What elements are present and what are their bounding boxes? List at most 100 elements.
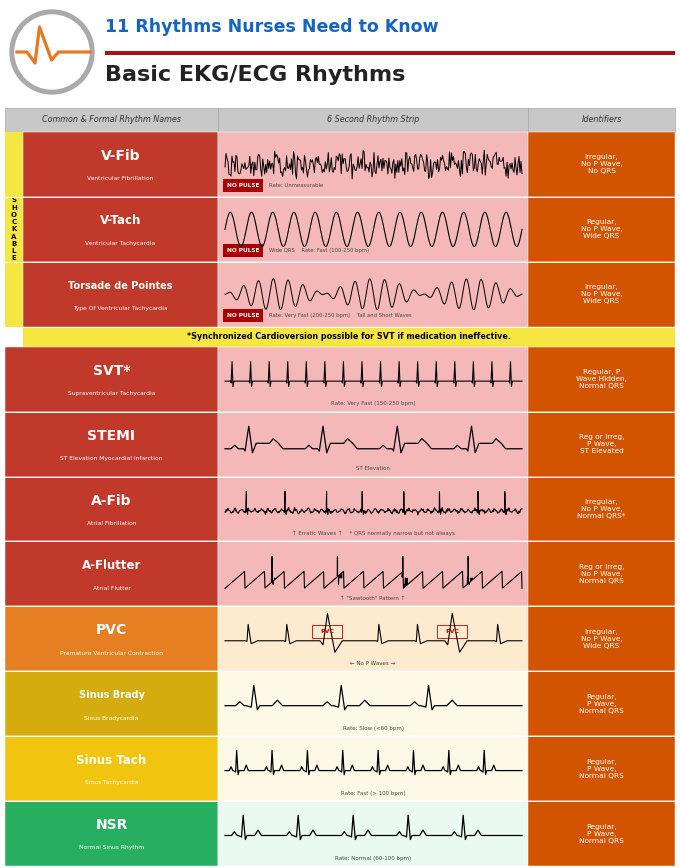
Text: Regular,
No P Wave,
Wide QRS: Regular, No P Wave, Wide QRS [581, 220, 622, 240]
Text: Normal Sinus Rhythm: Normal Sinus Rhythm [79, 845, 144, 851]
Text: Regular,
P Wave,
Normal QRS: Regular, P Wave, Normal QRS [579, 694, 624, 713]
Bar [23, 326, 675, 346]
Text: PVC: PVC [445, 628, 459, 634]
Text: A-Fib: A-Fib [91, 494, 132, 508]
Text: Sinus Tach: Sinus Tach [76, 753, 147, 766]
Bar [5, 346, 218, 411]
Text: NO PULSE: NO PULSE [226, 312, 259, 318]
Text: Common & Formal Rhythm Names: Common & Formal Rhythm Names [42, 115, 181, 124]
Bar [528, 132, 675, 197]
Text: Regular,
P Wave,
Normal QRS: Regular, P Wave, Normal QRS [579, 824, 624, 844]
Bar [313, 624, 343, 637]
Bar [5, 411, 218, 477]
Text: Sinus Tachycardia: Sinus Tachycardia [85, 780, 138, 786]
Bar [223, 309, 263, 322]
Text: ST Elevation Myocardial Infarction: ST Elevation Myocardial Infarction [61, 456, 163, 461]
Bar [218, 346, 528, 411]
Text: NSR: NSR [95, 819, 128, 832]
Text: 6 Second Rhythm Strip: 6 Second Rhythm Strip [327, 115, 419, 124]
Text: ↑ "Sawtooth" Pattern ↑: ↑ "Sawtooth" Pattern ↑ [341, 596, 406, 601]
Text: Rate: Very Fast (150-250 bpm): Rate: Very Fast (150-250 bpm) [330, 401, 415, 406]
Text: Premature Ventricular Contraction: Premature Ventricular Contraction [60, 651, 163, 655]
Bar [5, 801, 218, 866]
Bar [528, 542, 675, 607]
Bar [105, 51, 675, 55]
Bar [528, 671, 675, 736]
Text: Ventricular Fibrillation: Ventricular Fibrillation [87, 176, 154, 181]
Bar [528, 477, 675, 542]
Text: Irregular,
No P Wave,
Wide QRS: Irregular, No P Wave, Wide QRS [581, 285, 622, 305]
Bar [5, 542, 218, 607]
Bar [218, 411, 528, 477]
Bar [218, 542, 528, 607]
Text: Basic EKG/ECG Rhythms: Basic EKG/ECG Rhythms [105, 65, 405, 85]
Bar [528, 801, 675, 866]
Text: Atrial Fibrillation: Atrial Fibrillation [87, 521, 136, 526]
Circle shape [10, 10, 94, 94]
Bar [5, 477, 218, 542]
Bar [23, 262, 218, 326]
Text: Rate: Very Fast (200-250 bpm)    Tall and Short Waves: Rate: Very Fast (200-250 bpm) Tall and S… [269, 312, 412, 318]
Bar [23, 197, 218, 262]
Text: STEMI: STEMI [88, 429, 135, 443]
Bar [528, 411, 675, 477]
Bar [528, 736, 675, 801]
Bar [528, 346, 675, 411]
Bar [528, 197, 675, 262]
Text: Reg or Irreg,
No P Wave,
Normal QRS: Reg or Irreg, No P Wave, Normal QRS [579, 564, 624, 584]
Text: ↑ Erratic Waves ↑    * QRS normally narrow but not always: ↑ Erratic Waves ↑ * QRS normally narrow … [292, 531, 454, 536]
Bar [218, 132, 528, 197]
Bar [5, 132, 23, 326]
Bar [528, 262, 675, 326]
Bar [23, 132, 218, 197]
Text: S
H
O
C
K
A
B
L
E: S H O C K A B L E [11, 197, 17, 261]
Bar [218, 477, 528, 542]
Text: Atrial Flutter: Atrial Flutter [92, 586, 131, 591]
Text: *Synchronized Cardioversion possible for SVT if medication ineffective.: *Synchronized Cardioversion possible for… [187, 332, 511, 341]
Text: Irregular,
No P Wave,
Wide QRS: Irregular, No P Wave, Wide QRS [581, 628, 622, 648]
Bar [218, 607, 528, 671]
Text: Rate: Fast (> 100 bpm): Rate: Fast (> 100 bpm) [341, 791, 405, 796]
Text: Wide QRS    Rate: Fast (100-250 bpm): Wide QRS Rate: Fast (100-250 bpm) [269, 248, 369, 253]
Text: Identifiers: Identifiers [581, 115, 622, 124]
Text: Rate: Unmeasurable: Rate: Unmeasurable [269, 183, 323, 187]
Text: Reg or Irreg,
P Wave,
ST Elevated: Reg or Irreg, P Wave, ST Elevated [579, 434, 624, 454]
Text: Sinus Brady: Sinus Brady [79, 690, 144, 700]
Text: NO PULSE: NO PULSE [226, 248, 259, 253]
Bar [437, 624, 467, 637]
Text: Supraventricular Tachycardia: Supraventricular Tachycardia [68, 391, 155, 396]
Bar [218, 197, 528, 262]
Bar [5, 607, 218, 671]
Text: ← No P Waves →: ← No P Waves → [350, 661, 396, 666]
Text: V-Fib: V-Fib [101, 149, 140, 163]
Bar [218, 801, 528, 866]
Text: A-Flutter: A-Flutter [82, 559, 141, 572]
Text: V-Tach: V-Tach [100, 214, 141, 227]
Bar [5, 108, 675, 132]
Text: PVC: PVC [96, 623, 127, 637]
Bar [5, 0, 675, 108]
Bar [5, 736, 218, 801]
Text: Type Of Ventricular Tachycardia: Type Of Ventricular Tachycardia [73, 306, 168, 311]
Bar [218, 671, 528, 736]
Text: NO PULSE: NO PULSE [226, 183, 259, 187]
Text: 11 Rhythms Nurses Need to Know: 11 Rhythms Nurses Need to Know [105, 18, 439, 36]
Text: Regular,
P Wave,
Normal QRS: Regular, P Wave, Normal QRS [579, 759, 624, 779]
Text: Ventricular Tachycardia: Ventricular Tachycardia [86, 241, 156, 247]
Bar [223, 179, 263, 192]
Bar [528, 607, 675, 671]
Text: Rate: Normal (60-100 bpm): Rate: Normal (60-100 bpm) [335, 856, 411, 861]
Text: Regular, P
Wave Hidden,
Normal QRS: Regular, P Wave Hidden, Normal QRS [576, 369, 627, 389]
Text: Irregular,
No P Wave,
Normal QRS*: Irregular, No P Wave, Normal QRS* [577, 499, 626, 519]
Text: SVT*: SVT* [92, 364, 131, 378]
Text: Irregular,
No P Wave,
No QRS: Irregular, No P Wave, No QRS [581, 155, 622, 174]
Text: Sinus Bradycardia: Sinus Bradycardia [84, 715, 139, 720]
Bar [223, 244, 263, 257]
Text: Rate: Slow (<60 bpm): Rate: Slow (<60 bpm) [343, 726, 403, 731]
Bar [5, 671, 218, 736]
Bar [218, 262, 528, 326]
Bar [218, 736, 528, 801]
Text: PVC: PVC [320, 628, 335, 634]
Text: ST Elevation: ST Elevation [356, 466, 390, 471]
Text: Torsade de Pointes: Torsade de Pointes [68, 281, 173, 291]
